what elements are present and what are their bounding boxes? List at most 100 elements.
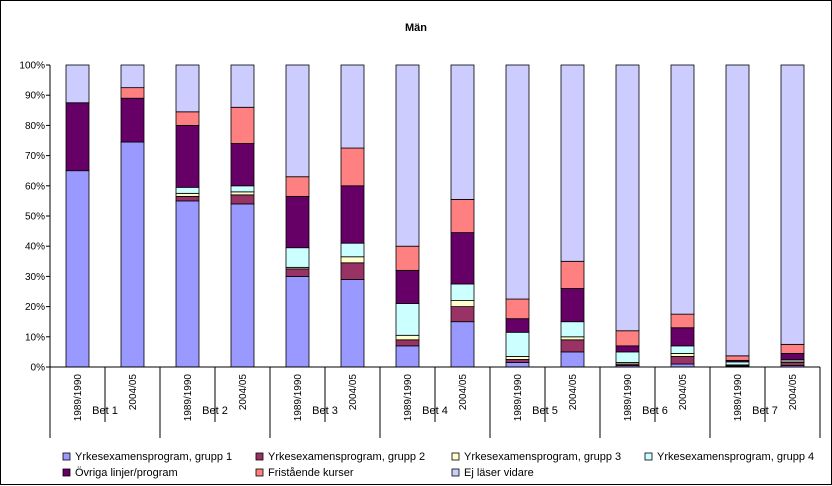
- bar-segment: [175, 111, 200, 126]
- bar-segment: [725, 64, 750, 357]
- bar-segment: [340, 262, 365, 280]
- bar-segment: [780, 353, 805, 360]
- bar-segment: [505, 331, 530, 357]
- x-group-label: Bet 6: [642, 405, 668, 417]
- bar-segment: [560, 64, 585, 262]
- y-tick-label: 40%: [25, 242, 45, 253]
- bar-segment: [65, 64, 90, 104]
- legend-swatch: [644, 452, 653, 461]
- bar-segment: [65, 102, 90, 172]
- legend-swatch: [62, 468, 71, 477]
- bar-segment: [120, 141, 145, 368]
- y-tick-label: 50%: [25, 212, 45, 223]
- legend-swatch: [62, 452, 71, 461]
- bar-segment: [285, 64, 310, 178]
- x-group-label: Bet 7: [752, 405, 778, 417]
- y-tick-label: 20%: [25, 302, 45, 313]
- bar-segment: [670, 327, 695, 347]
- legend-swatch: [451, 452, 460, 461]
- bar-segment: [230, 185, 255, 193]
- x-category-label: 1989/1990: [513, 374, 524, 422]
- bar-segment: [285, 247, 310, 268]
- x-group-label: Bet 2: [202, 405, 228, 417]
- bar-segment: [560, 321, 585, 338]
- bar-segment: [395, 245, 420, 271]
- plot-area: 0% 10% 20% 30% 40% 50% 60% 70% 80% 90% 100% 1989/19…: [19, 61, 821, 438]
- x-group-label: Bet 3: [312, 405, 338, 417]
- x-group-label: Bet 5: [532, 405, 558, 417]
- x-category-label: 2004/05: [348, 374, 359, 411]
- bar-segment: [560, 351, 585, 368]
- legend-label: Ej läser vidare: [464, 467, 534, 479]
- x-group-label: Bet 4: [422, 405, 448, 417]
- bar-segment: [230, 203, 255, 368]
- bar-segment: [340, 242, 365, 258]
- x-category-label: 1989/1990: [623, 374, 634, 422]
- bar-segment: [725, 361, 750, 366]
- bar-segment: [780, 343, 805, 354]
- bar-segment: [175, 186, 200, 194]
- bar-segment: [560, 260, 585, 289]
- bar-segment: [175, 200, 200, 368]
- bar-segment: [560, 288, 585, 323]
- bar-segment: [395, 334, 420, 341]
- bar-segment: [175, 64, 200, 113]
- legend-label: Fristående kurser: [268, 467, 354, 479]
- bar-segment: [340, 185, 365, 244]
- y-tick-label: 10%: [25, 332, 45, 343]
- bar-segment: [505, 298, 530, 320]
- bar-segment: [560, 339, 585, 353]
- x-category-label: 2004/05: [128, 374, 139, 411]
- bar-segment: [725, 355, 750, 361]
- bar-segment: [450, 283, 475, 301]
- bar-segment: [285, 275, 310, 368]
- bar-segment: [395, 303, 420, 336]
- bar-segment: [505, 359, 530, 363]
- bar-segment: [175, 195, 200, 202]
- y-tick-label: 30%: [25, 272, 45, 283]
- bar-segment: [780, 64, 805, 345]
- bar-segment: [230, 143, 255, 187]
- bar-segment: [285, 195, 310, 249]
- x-category-label: 2004/05: [568, 374, 579, 411]
- bar-segment: [615, 345, 640, 353]
- bar-segment: [395, 269, 420, 304]
- bar-segment: [340, 147, 365, 187]
- legend: Yrkesexamensprogram, grupp 1 Yrkesexamens…: [62, 451, 814, 479]
- y-tick-label: 100%: [19, 61, 45, 72]
- legend-label: Yrkesexamensprogram, grupp 1: [75, 451, 232, 463]
- bar-segment: [450, 232, 475, 285]
- bar-segment: [65, 170, 90, 368]
- bar-segment: [450, 306, 475, 323]
- bar-segment: [230, 106, 255, 144]
- bar-segment: [505, 64, 530, 300]
- bar-segment: [395, 64, 420, 247]
- bar-segment: [450, 321, 475, 368]
- x-category-label: 1989/1990: [73, 374, 84, 422]
- bar-segment: [670, 64, 695, 315]
- bar-segment: [230, 191, 255, 196]
- chart-title: Män: [405, 22, 427, 34]
- bar-segment: [230, 64, 255, 108]
- bar-segment: [670, 345, 695, 354]
- bar-segment: [175, 125, 200, 188]
- bar-segment: [285, 176, 310, 197]
- x-category-label: 1989/1990: [293, 374, 304, 422]
- x-category-label: 2004/05: [678, 374, 689, 411]
- bar-segment: [340, 256, 365, 264]
- legend-swatch: [255, 468, 264, 477]
- bar-segment: [505, 318, 530, 333]
- bar-segment: [615, 64, 640, 332]
- y-tick-label: 70%: [25, 151, 45, 162]
- bar-segment: [120, 64, 145, 89]
- x-category-label: 1989/1990: [733, 374, 744, 422]
- bar-segment: [450, 64, 475, 200]
- bar-segment: [340, 279, 365, 368]
- y-tick-label: 60%: [25, 181, 45, 192]
- bar-segment: [340, 64, 365, 149]
- bar-segment: [670, 313, 695, 329]
- y-tick-label: 0%: [31, 363, 46, 374]
- bar-segment: [780, 362, 805, 366]
